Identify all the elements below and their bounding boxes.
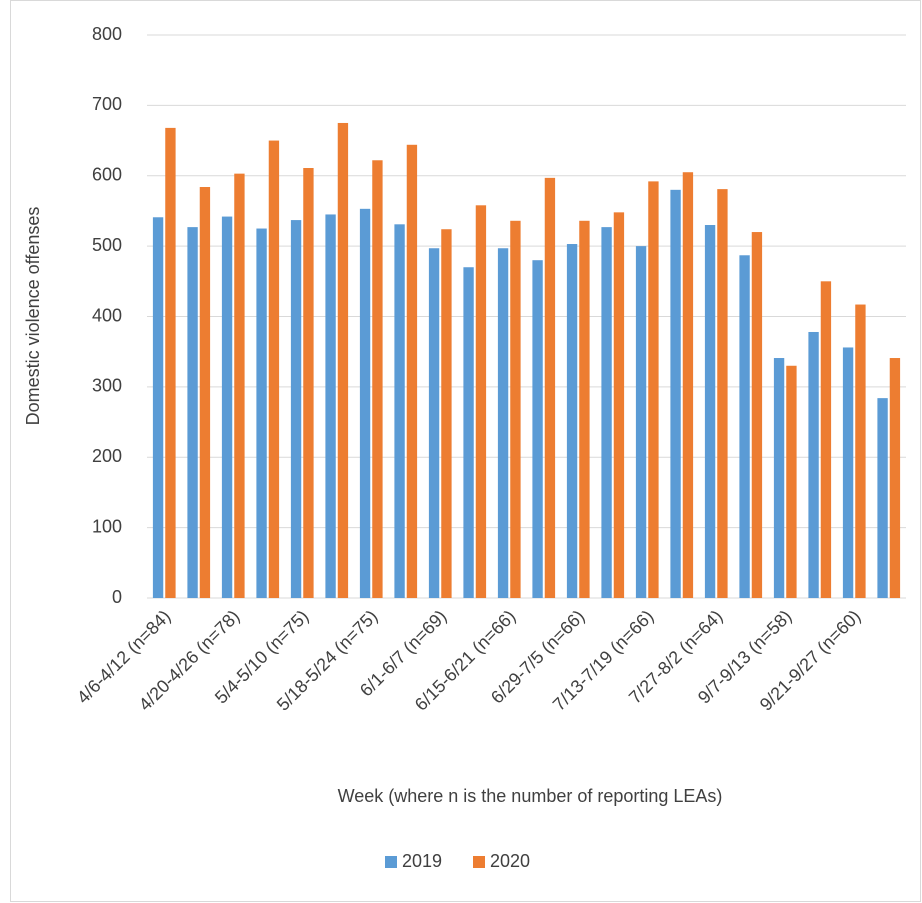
bar (579, 220, 590, 599)
y-tick-label: 400 (92, 305, 122, 325)
bar (463, 267, 474, 598)
bar (648, 181, 659, 598)
bar (187, 227, 198, 598)
bar (889, 358, 901, 598)
bar (428, 248, 440, 598)
bar (532, 260, 543, 598)
y-tick-label: 700 (92, 94, 122, 114)
bar (820, 281, 832, 598)
bar (359, 208, 371, 599)
bar (739, 255, 750, 598)
x-axis-title: Week (where n is the number of reporting… (338, 786, 723, 806)
y-tick-label: 0 (112, 587, 122, 607)
bar (635, 246, 647, 598)
bar (152, 217, 164, 599)
bar (337, 122, 349, 598)
bar (682, 172, 694, 598)
bar (303, 168, 314, 599)
bar (773, 358, 785, 598)
y-tick-label: 100 (92, 516, 122, 536)
bar (842, 347, 854, 598)
bar (199, 187, 211, 598)
y-tick-label: 600 (92, 165, 122, 185)
legend-swatch (385, 856, 397, 868)
bar (751, 232, 763, 599)
bar (704, 225, 716, 598)
y-tick-label: 300 (92, 376, 122, 396)
y-tick-label: 500 (92, 235, 122, 255)
bar (165, 127, 176, 599)
bar (717, 189, 728, 598)
bar (786, 365, 797, 598)
bar (670, 189, 681, 598)
bar (441, 229, 452, 599)
bar (566, 244, 578, 599)
bar (268, 140, 280, 598)
bar (808, 331, 819, 598)
bar (394, 224, 405, 598)
legend-label: 2019 (402, 851, 442, 871)
legend-swatch (473, 856, 485, 868)
bar (256, 228, 267, 598)
y-tick-label: 800 (92, 24, 122, 44)
y-axis-title: Domestic violence offenses (23, 207, 43, 426)
legend-label: 2020 (490, 851, 530, 871)
bar (613, 212, 625, 598)
y-tick-label: 200 (92, 446, 122, 466)
bar (372, 160, 383, 598)
bar (290, 220, 302, 598)
bar (221, 216, 233, 598)
bar (877, 398, 888, 598)
bar (406, 144, 418, 598)
bar (510, 220, 521, 599)
bar (325, 214, 336, 599)
bar (234, 173, 245, 599)
bar (601, 227, 612, 598)
bar (497, 248, 509, 598)
bar (475, 205, 487, 598)
bar (855, 304, 866, 598)
bar (544, 177, 556, 598)
